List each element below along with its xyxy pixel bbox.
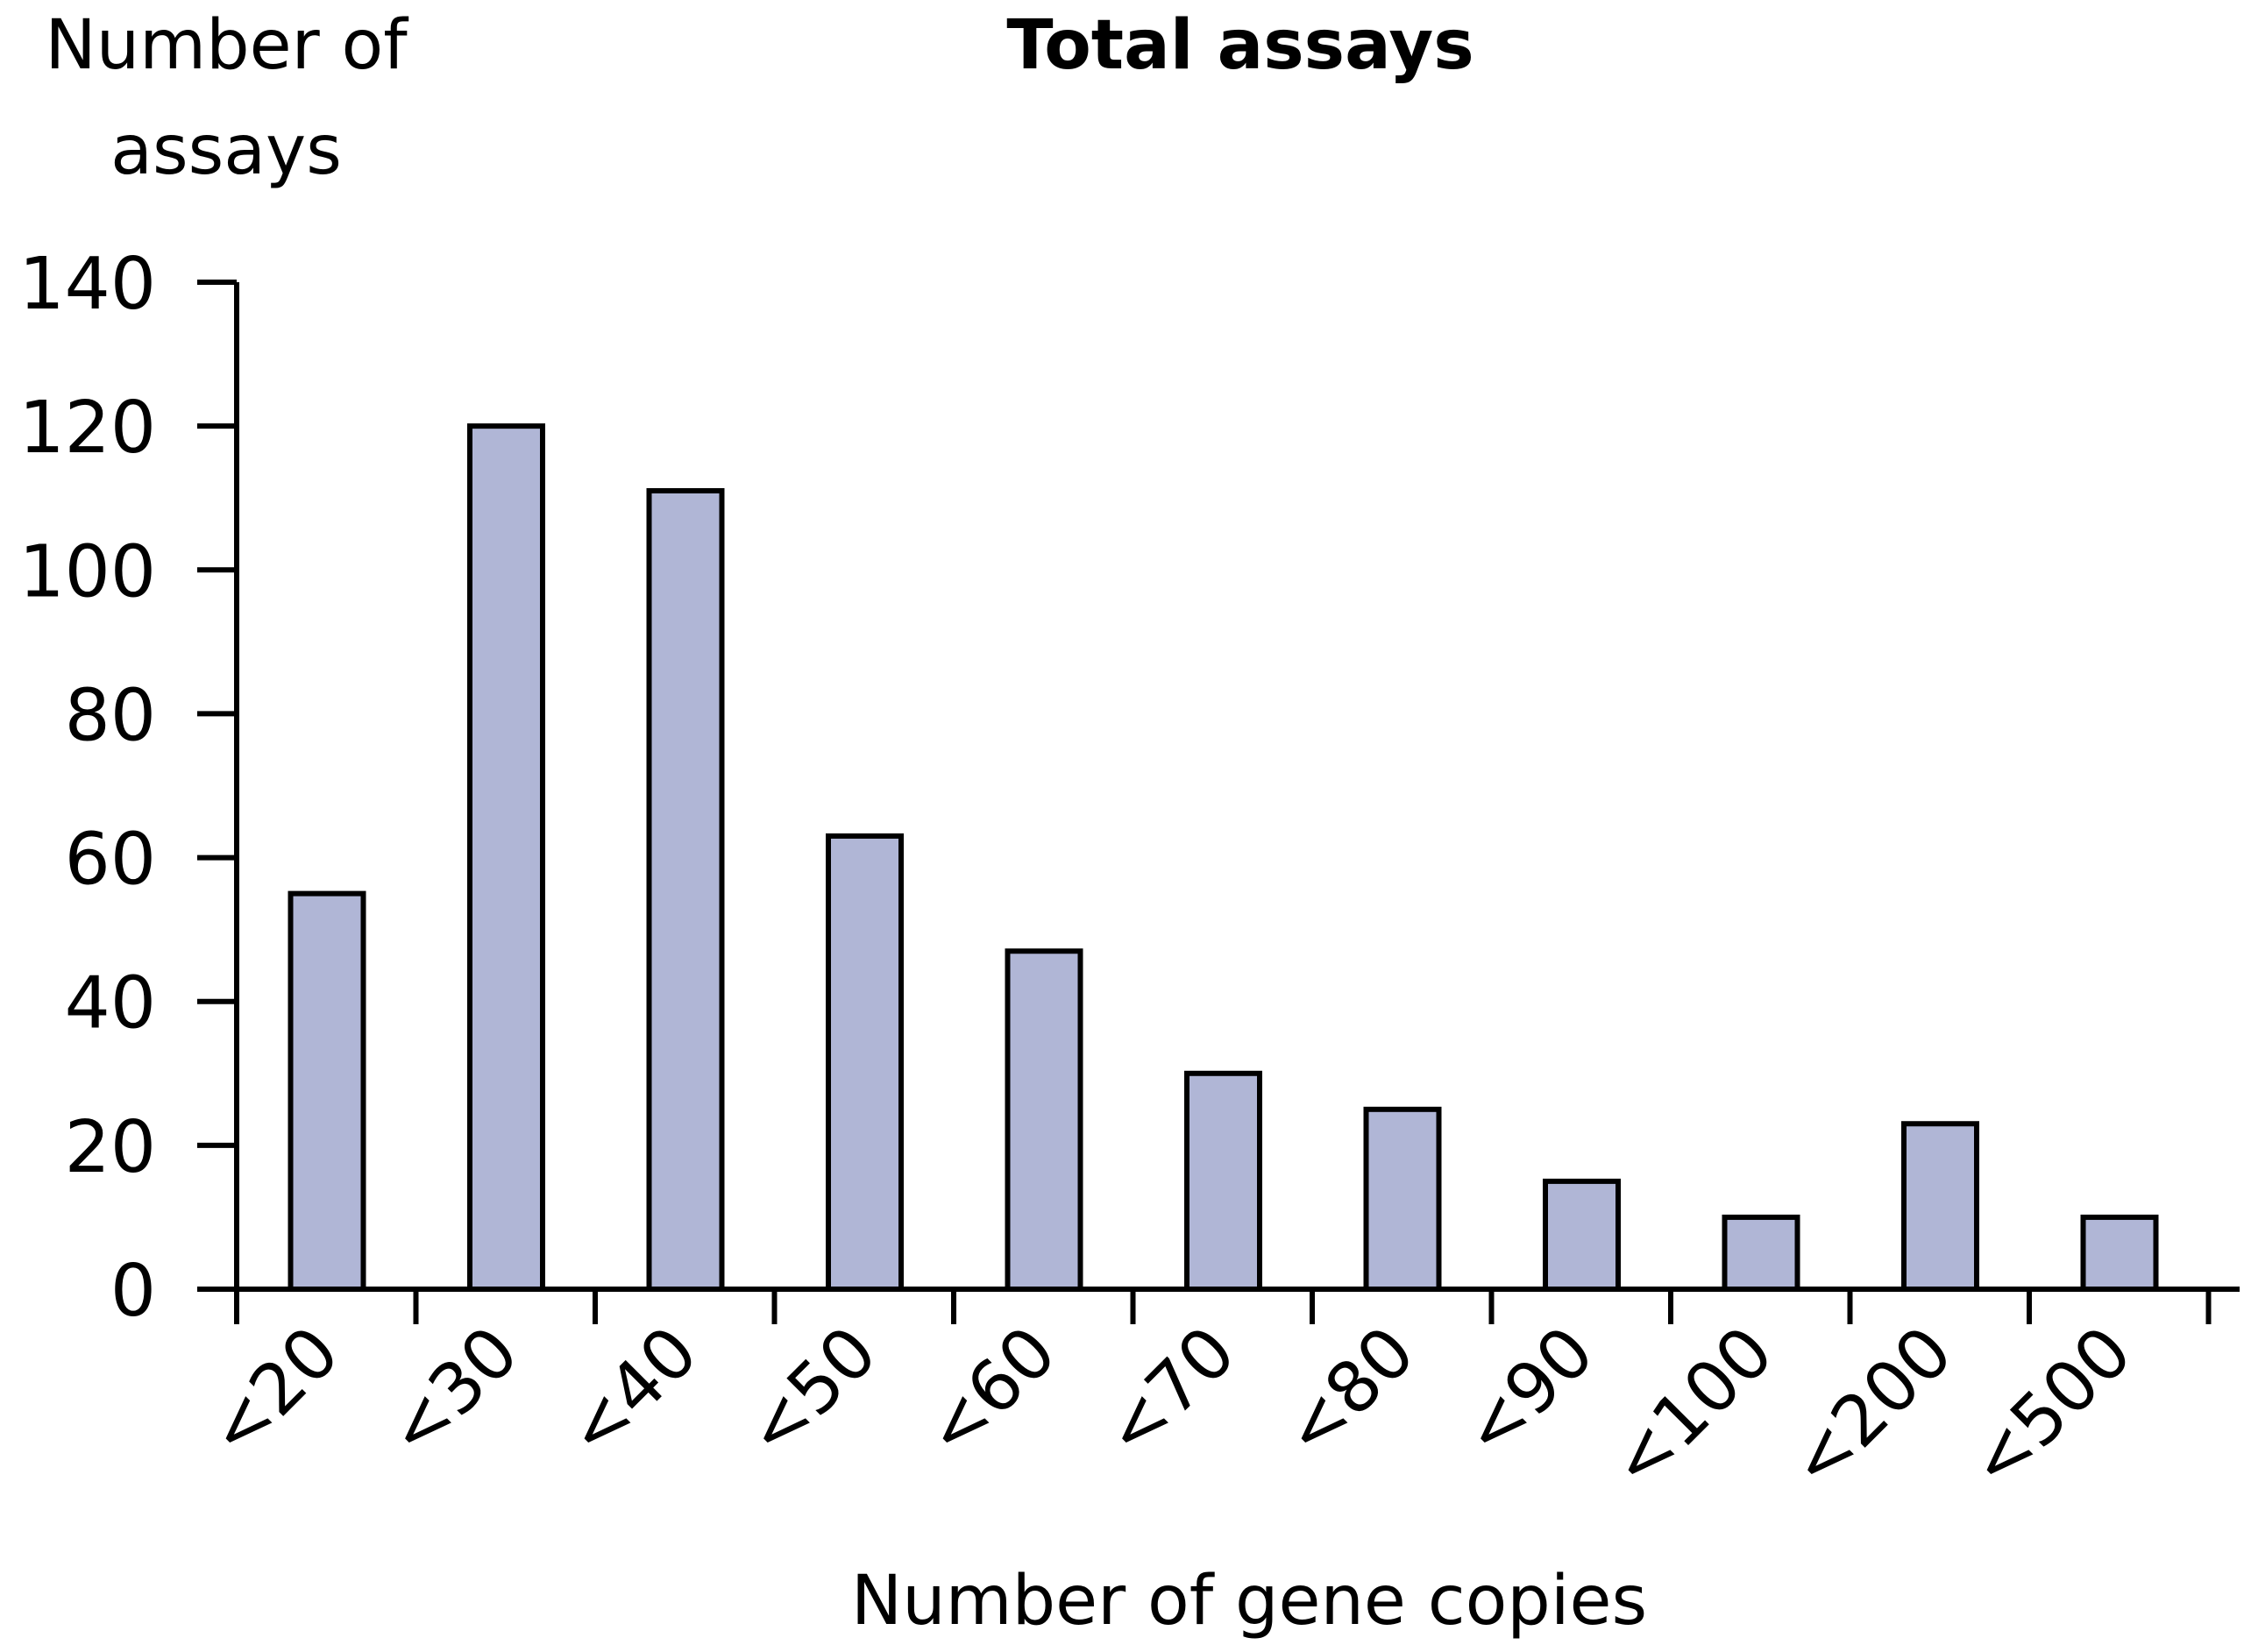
- bar-2: [646, 488, 725, 1292]
- bar-4: [1005, 948, 1083, 1292]
- bar-8: [1722, 1214, 1800, 1293]
- bar-9: [1901, 1121, 1979, 1292]
- x-tick-label-9: <200: [1774, 1311, 1968, 1505]
- x-tick-label-5: <70: [1089, 1311, 1251, 1473]
- y-tick-label-40: 40: [65, 962, 156, 1046]
- x-tick-label-6: <80: [1268, 1311, 1430, 1473]
- chart-title: Total assays: [1006, 6, 1474, 85]
- x-tick-label-10: <500: [1953, 1311, 2147, 1505]
- bar-7: [1543, 1178, 1621, 1292]
- x-ticks-layer: <20 <30 <40 <50 <60 <70 <80 <90<100<200<500: [192, 1289, 2212, 1505]
- x-tick-label-7: <90: [1447, 1311, 1609, 1473]
- x-axis-label: Number of gene copies: [851, 1562, 1647, 1641]
- y-tick-label-20: 20: [65, 1106, 156, 1189]
- bar-0: [288, 890, 366, 1292]
- y-axis-label-line-1: Number of: [45, 6, 408, 85]
- bar-10: [2080, 1214, 2159, 1293]
- x-tick-label-0: <20: [192, 1311, 354, 1473]
- bars-layer: [288, 423, 2159, 1293]
- x-tick-label-1: <30: [372, 1311, 534, 1473]
- y-tick-label-100: 100: [18, 530, 156, 613]
- y-tick-label-80: 80: [65, 674, 156, 757]
- y-tick-label-0: 0: [110, 1250, 156, 1333]
- x-tick-label-8: <100: [1594, 1311, 1788, 1505]
- y-tick-label-140: 140: [18, 243, 156, 326]
- x-tick-label-4: <60: [909, 1311, 1071, 1473]
- x-tick-label-2: <40: [550, 1311, 713, 1473]
- x-tick-label-3: <50: [730, 1311, 892, 1473]
- bar-1: [467, 423, 545, 1292]
- bar-6: [1363, 1106, 1442, 1292]
- y-tick-label-60: 60: [65, 819, 156, 902]
- axes-layer: [197, 282, 2240, 1292]
- bar-3: [826, 833, 904, 1292]
- y-axis-label-line-2: assays: [110, 111, 342, 190]
- y-tick-label-120: 120: [18, 386, 156, 470]
- bar-5: [1184, 1070, 1262, 1293]
- y-ticks-layer: 0 20 40 60 80 100 120 140: [18, 243, 237, 1333]
